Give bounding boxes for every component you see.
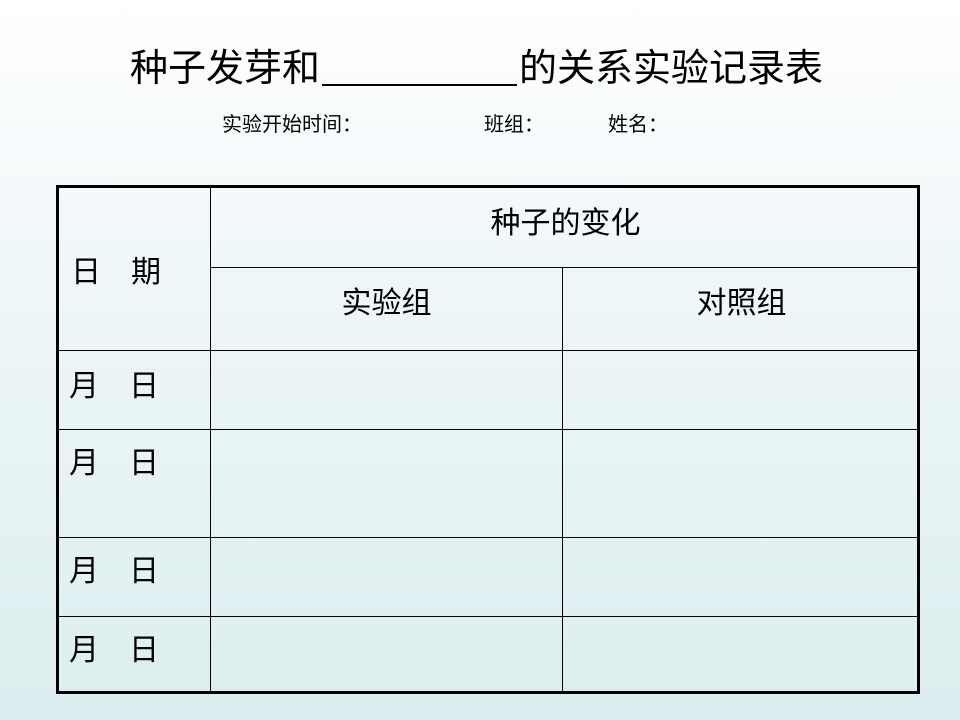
control-cell[interactable] (563, 351, 920, 430)
row-date: 月 日 (59, 538, 211, 617)
title-blank-line (322, 40, 518, 86)
group-label: 班组： (484, 112, 544, 136)
record-table: 日 期 种子的变化 实验组 对照组 月 日 月 日 月 日 月 日 (56, 185, 920, 694)
experiment-group-header: 实验组 (211, 268, 563, 351)
control-cell[interactable] (563, 617, 920, 694)
row-date: 月 日 (59, 617, 211, 694)
page-title: 种子发芽和 的关系实验记录表 (130, 40, 823, 96)
control-cell[interactable] (563, 430, 920, 538)
experiment-cell[interactable] (211, 617, 563, 694)
seed-change-header: 种子的变化 (211, 188, 920, 268)
name-label: 姓名： (608, 112, 668, 136)
experiment-cell[interactable] (211, 538, 563, 617)
control-group-header: 对照组 (563, 268, 920, 351)
row-date: 月 日 (59, 351, 211, 430)
row-date: 月 日 (59, 430, 211, 538)
experiment-cell[interactable] (211, 430, 563, 538)
control-cell[interactable] (563, 538, 920, 617)
start-time-label: 实验开始时间： (222, 112, 362, 136)
experiment-cell[interactable] (211, 351, 563, 430)
date-header: 日 期 (59, 188, 211, 351)
